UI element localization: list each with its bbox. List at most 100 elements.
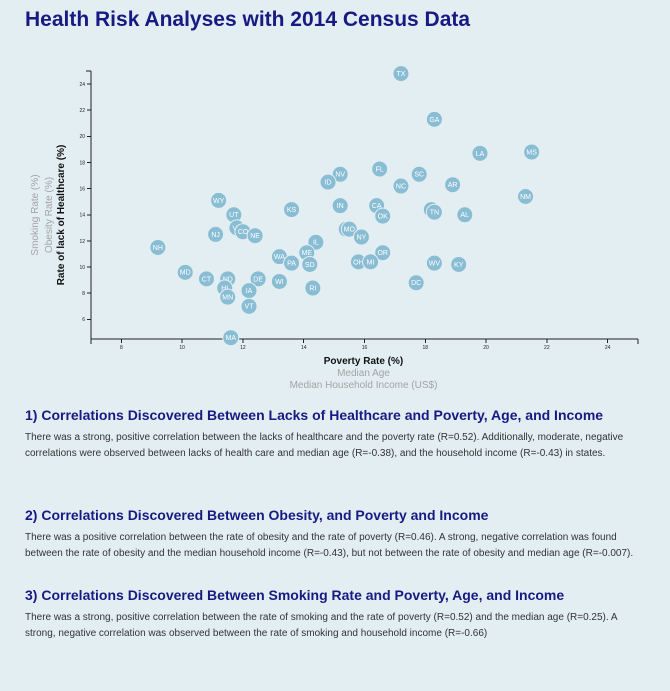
state-point-or[interactable]: OR [374, 244, 392, 262]
state-point-in[interactable]: IN [331, 197, 349, 215]
state-circle[interactable] [392, 65, 410, 83]
state-point-dc[interactable]: DC [407, 274, 425, 292]
state-label: MD [180, 270, 191, 277]
state-circle[interactable] [352, 228, 370, 246]
state-circle[interactable] [374, 244, 392, 262]
state-point-ms[interactable]: MS [523, 143, 541, 161]
state-circle[interactable] [410, 165, 428, 183]
state-point-sc[interactable]: SC [410, 165, 428, 183]
state-circle[interactable] [319, 173, 337, 191]
state-circle[interactable] [283, 201, 301, 219]
state-circle[interactable] [197, 270, 215, 288]
state-point-ri[interactable]: RI [304, 279, 322, 297]
state-circle[interactable] [331, 165, 349, 183]
state-circle[interactable] [222, 329, 240, 347]
state-circle[interactable] [425, 203, 443, 221]
state-circle[interactable] [523, 143, 541, 161]
section-body: There was a strong, positive correlation… [25, 612, 618, 639]
state-point-pa[interactable]: PA [283, 254, 301, 272]
state-point-sd[interactable]: SD [301, 255, 319, 273]
state-point-tn[interactable]: TN [425, 203, 443, 221]
x-axis-title[interactable]: Median Age [337, 368, 390, 379]
state-circle[interactable] [219, 288, 237, 306]
state-point-ne[interactable]: NE [246, 227, 264, 245]
y-tick-label: 22 [79, 108, 85, 114]
state-point-ma[interactable]: MA [222, 329, 240, 347]
state-label: IA [246, 288, 253, 295]
state-point-ar[interactable]: AR [444, 176, 462, 194]
state-point-wi[interactable]: WI [270, 272, 288, 290]
state-point-fl[interactable]: FL [371, 160, 389, 178]
state-label: AR [448, 182, 458, 189]
state-circle[interactable] [374, 207, 392, 225]
state-circle[interactable] [450, 255, 468, 273]
y-axis-title[interactable]: Rate of lack of Healthcare (%) [56, 145, 67, 286]
state-point-mi[interactable]: MI [362, 253, 380, 271]
x-axis-title[interactable]: Poverty Rate (%) [324, 356, 403, 367]
state-circle[interactable] [304, 279, 322, 297]
state-circle[interactable] [240, 297, 258, 315]
state-label: FL [376, 166, 384, 173]
y-axis-labels: Rate of lack of Healthcare (%)Obesity Ra… [30, 145, 67, 286]
state-point-ny[interactable]: NY [352, 228, 370, 246]
state-point-wa[interactable]: WA [270, 248, 288, 266]
state-circle[interactable] [210, 191, 228, 209]
scatter-chart: 6 8 10 12 14 16 18 20 22 24 8 10 12 14 16 18 20 22 24 TX G… [30, 65, 639, 391]
state-point-ks[interactable]: KS [283, 201, 301, 219]
state-circle[interactable] [362, 253, 380, 271]
state-point-al[interactable]: AL [456, 206, 474, 224]
state-circle[interactable] [207, 225, 225, 243]
state-circle[interactable] [371, 160, 389, 178]
y-axis-title[interactable]: Obesity Rate (%) [44, 177, 55, 253]
state-point-nc[interactable]: NC [392, 177, 410, 195]
state-point-ia[interactable]: IA [240, 282, 258, 300]
state-point-tx[interactable]: TX [392, 65, 410, 83]
state-circle[interactable] [444, 176, 462, 194]
state-circle[interactable] [283, 254, 301, 272]
state-point-de[interactable]: DE [249, 270, 267, 288]
state-circle[interactable] [456, 206, 474, 224]
state-point-id[interactable]: ID [319, 173, 337, 191]
state-point-wy[interactable]: WY [210, 191, 228, 209]
state-label: KY [454, 262, 464, 269]
section-heading: 3) Correlations Discovered Between Smoki… [25, 587, 565, 603]
state-circle[interactable] [270, 272, 288, 290]
y-tick-label: 10 [79, 265, 85, 271]
state-point-nj[interactable]: NJ [207, 225, 225, 243]
state-point-mn[interactable]: MN [219, 288, 237, 306]
state-circle[interactable] [176, 263, 194, 281]
state-point-nh[interactable]: NH [149, 238, 167, 256]
state-point-la[interactable]: LA [471, 144, 489, 162]
state-circle[interactable] [249, 270, 267, 288]
state-circle[interactable] [425, 254, 443, 272]
state-circle[interactable] [331, 197, 349, 215]
y-tick-label: 18 [79, 160, 85, 166]
x-axis-title[interactable]: Median Household Income (US$) [290, 380, 438, 391]
state-point-ky[interactable]: KY [450, 255, 468, 273]
y-tick-label: 12 [79, 239, 85, 245]
y-axis-title[interactable]: Smoking Rate (%) [30, 174, 41, 255]
state-label: IL [313, 240, 319, 247]
state-circle[interactable] [246, 227, 264, 245]
state-circle[interactable] [149, 238, 167, 256]
state-circle[interactable] [392, 177, 410, 195]
state-point-wv[interactable]: WV [425, 254, 443, 272]
state-point-nv[interactable]: NV [331, 165, 349, 183]
state-point-ct[interactable]: CT [197, 270, 215, 288]
state-circle[interactable] [517, 188, 535, 206]
state-point-ga[interactable]: GA [425, 110, 443, 128]
state-label: NM [520, 194, 531, 201]
state-point-ok[interactable]: OK [374, 207, 392, 225]
state-circle[interactable] [407, 274, 425, 292]
state-label: WI [275, 279, 284, 286]
state-point-mo[interactable]: MO [340, 220, 358, 238]
page-title: Health Risk Analyses with 2014 Census Da… [25, 8, 471, 31]
state-circle[interactable] [425, 110, 443, 128]
state-circle[interactable] [471, 144, 489, 162]
state-point-md[interactable]: MD [176, 263, 194, 281]
state-point-vt[interactable]: VT [240, 297, 258, 315]
state-point-nm[interactable]: NM [517, 188, 535, 206]
state-label: WA [274, 254, 285, 261]
state-circle[interactable] [301, 255, 319, 273]
state-circle[interactable] [340, 220, 358, 238]
